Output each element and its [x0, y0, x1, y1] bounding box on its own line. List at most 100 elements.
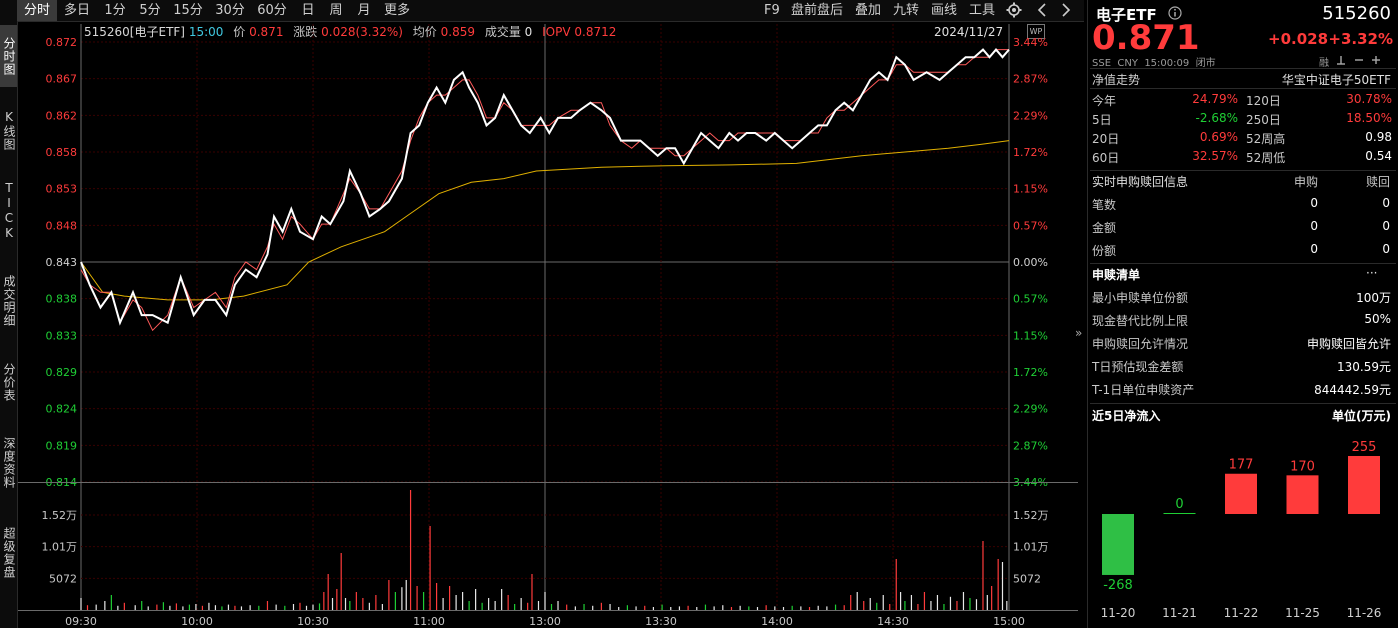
- quote-info-bar: 515260[电子ETF] 15:00 价 0.871 涨跌 0.028(3.3…: [84, 24, 616, 40]
- volume-bar: [923, 592, 926, 610]
- y-tick-label-right: 2.29%: [1013, 403, 1048, 416]
- volume-bar: [507, 595, 509, 610]
- x-tick-label: 11:00: [413, 615, 445, 628]
- tab-1min[interactable]: 1分: [104, 3, 126, 18]
- pre-post-market-button[interactable]: 盘前盘后: [791, 3, 844, 18]
- volume-bar: [531, 574, 533, 610]
- volume-bar: [362, 598, 364, 610]
- realtime-row-label: 笔数: [1092, 198, 1117, 212]
- tab-multi-day[interactable]: 多日: [63, 3, 90, 18]
- tab-more[interactable]: 更多: [383, 3, 410, 18]
- nav-deep-data[interactable]: 深度资料: [2, 437, 16, 489]
- expand-icon[interactable]: [1336, 54, 1346, 68]
- volume-bar: [331, 598, 334, 610]
- tab-week[interactable]: 周: [329, 3, 343, 18]
- nav-super-review[interactable]: 超级复盘: [2, 527, 16, 579]
- tab-month[interactable]: 月: [357, 3, 371, 18]
- avg-price-label: 均价: [412, 25, 437, 39]
- volume-bar: [956, 601, 958, 610]
- wp-icon[interactable]: WP: [1027, 24, 1045, 39]
- y-tick-label-left: 0.824: [46, 403, 78, 416]
- tab-day[interactable]: 日: [301, 3, 315, 18]
- volume-tick-label-left: 5072: [49, 572, 77, 585]
- volume-bar: [240, 606, 243, 610]
- tab-30min[interactable]: 30分: [215, 3, 245, 18]
- nav-price-table[interactable]: 分价表: [2, 362, 16, 402]
- volume-bar: [774, 606, 776, 610]
- overlay-button[interactable]: 叠加: [855, 3, 882, 18]
- volume-bar: [863, 601, 865, 610]
- collapse-panel-icon[interactable]: »: [1075, 326, 1083, 340]
- nav-trade-detail[interactable]: 成交明细: [2, 275, 16, 327]
- f9-button[interactable]: F9: [764, 3, 780, 18]
- volume-bar: [312, 604, 314, 610]
- volume-bar: [409, 490, 412, 610]
- x-tick-label: 13:30: [645, 615, 677, 628]
- volume-tick-label-right: 1.01万: [1013, 541, 1049, 554]
- chevron-right-icon[interactable]: [1060, 3, 1072, 24]
- tab-60min[interactable]: 60分: [257, 3, 287, 18]
- inflow-bar: [1225, 473, 1257, 514]
- nav-tick[interactable]: TICK: [2, 181, 16, 241]
- inflow-bar: [1102, 514, 1134, 575]
- flow-title: 近5日净流入: [1092, 409, 1161, 423]
- realtime-buy-value: 0: [1310, 242, 1318, 256]
- volume-bar: [748, 606, 750, 610]
- nav-intraday-chart[interactable]: 分时图: [0, 25, 17, 87]
- volume-bar: [234, 605, 236, 610]
- draw-line-button[interactable]: 画线: [931, 3, 958, 18]
- volume-bar: [997, 559, 999, 610]
- nav-trend-label[interactable]: 净值走势: [1092, 73, 1141, 87]
- margin-badge: 融: [1319, 58, 1329, 69]
- volume-bar: [95, 604, 97, 610]
- fund-name: 电子ETF: [1096, 6, 1157, 24]
- volume-bar: [305, 605, 308, 610]
- nine-turn-button[interactable]: 九转: [893, 3, 920, 18]
- volume-bar: [687, 605, 689, 610]
- y-tick-label-right: 1.15%: [1013, 183, 1048, 196]
- volume-bar: [455, 595, 457, 610]
- volume-bar: [514, 604, 516, 610]
- inflow-bar: [1348, 456, 1380, 514]
- tab-15min[interactable]: 15分: [173, 3, 203, 18]
- inflow-value-label: 0: [1175, 497, 1183, 512]
- info-icon[interactable]: [1168, 6, 1182, 23]
- volume-label: 成交量: [484, 25, 521, 39]
- volume-bar: [765, 605, 767, 610]
- volume-bar: [826, 606, 828, 610]
- intraday-chart[interactable]: 0.872 3.44% 0.867 2.87% 0.862 2.29% 0.858 1.72%…: [18, 22, 1084, 628]
- volume-bar: [991, 586, 993, 610]
- chevron-left-icon[interactable]: [1036, 3, 1048, 24]
- volume-value: 0: [524, 25, 533, 39]
- x-tick-label: 10:30: [297, 615, 329, 628]
- volume-bar: [537, 601, 540, 610]
- settings-gear-icon[interactable]: [1006, 2, 1022, 23]
- y-tick-label-left: 0.833: [46, 329, 78, 342]
- tab-intraday[interactable]: 分时: [17, 0, 57, 21]
- volume-bar: [834, 604, 837, 610]
- volume-bar: [227, 604, 230, 610]
- volume-bar: [843, 605, 845, 610]
- price-change-pct: +3.32%: [1328, 30, 1393, 48]
- left-view-nav: 分时图 K线图 TICK 成交明细 分价表 深度资料 超级复盘: [0, 21, 18, 628]
- list-more-button[interactable]: ···: [1366, 266, 1378, 280]
- inflow-value-label: 255: [1352, 440, 1377, 455]
- quote-side-panel: 电子ETF 515260 0.871 +0.028 +3.32% SSE CNY…: [1087, 0, 1398, 628]
- y-tick-label-right: 0.57%: [1013, 219, 1048, 232]
- volume-bar: [368, 602, 370, 610]
- volume-bar: [696, 607, 698, 610]
- minus-icon[interactable]: [1354, 54, 1364, 68]
- nav-kline-chart[interactable]: K线图: [2, 109, 16, 151]
- list-row-value: 50%: [1364, 312, 1391, 326]
- volume-bar: [661, 604, 663, 610]
- x-tick-label: 10:00: [181, 615, 213, 628]
- volume-bar: [134, 605, 136, 610]
- tools-button[interactable]: 工具: [969, 3, 996, 18]
- y-tick-label-right: 2.87%: [1013, 439, 1048, 452]
- add-icon[interactable]: [1371, 54, 1381, 68]
- volume-bar: [962, 592, 965, 610]
- list-row-label: T-1日单位申赎资产: [1092, 383, 1195, 397]
- tab-5min[interactable]: 5分: [139, 3, 161, 18]
- volume-bar: [670, 607, 672, 610]
- volume-bar: [488, 598, 490, 610]
